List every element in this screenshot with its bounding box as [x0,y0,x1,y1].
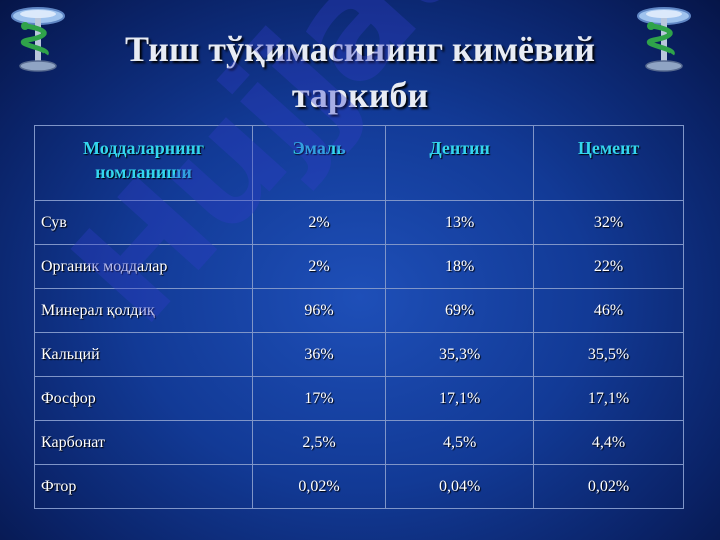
rod-of-asclepius-icon [637,7,691,72]
table-cell: 69% [385,288,535,333]
table-cell: 35,3% [385,332,535,377]
page-title: Тиш тўқимасининг кимёвий таркиби [125,29,595,115]
column-header-cement: Цемент [533,125,684,201]
table-cell: 2% [251,244,387,289]
table-cell: 4,5% [385,420,535,465]
table-cell: 18% [385,244,535,289]
row-label: Карбонат [34,420,253,465]
table-cell: 32% [533,200,684,245]
row-label: Органик моддалар [34,244,253,289]
table-row: Кальций 36% 35,3% 35,5% [34,332,684,377]
table-cell: 96% [251,288,387,333]
row-label: Кальций [34,332,253,377]
table-row: Минерал қолдиқ 96% 69% 46% [34,288,684,333]
rod-of-asclepius-icon [11,7,65,72]
column-header-enamel: Эмаль [251,125,387,201]
table-cell: 22% [533,244,684,289]
composition-table: Моддаларнинг номланиши Эмаль Дентин Цеме… [34,125,684,509]
table-cell: 17% [251,376,387,421]
table-cell: 2% [251,200,387,245]
table-row: Сув 2% 13% 32% [34,200,684,245]
table-header-row: Моддаларнинг номланиши Эмаль Дентин Цеме… [34,125,684,201]
row-label: Сув [34,200,253,245]
table-cell: 4,4% [533,420,684,465]
table-cell: 0,04% [385,464,535,509]
table-cell: 46% [533,288,684,333]
table-cell: 17,1% [385,376,535,421]
table-cell: 36% [251,332,387,377]
table-cell: 35,5% [533,332,684,377]
table-cell: 13% [385,200,535,245]
table-row: Органик моддалар 2% 18% 22% [34,244,684,289]
column-header-dentin: Дентин [385,125,535,201]
table-row: Фосфор 17% 17,1% 17,1% [34,376,684,421]
table-row: Фтор 0,02% 0,04% 0,02% [34,464,684,509]
table-cell: 2,5% [251,420,387,465]
column-header-substance: Моддаларнинг номланиши [34,125,253,201]
table-cell: 0,02% [251,464,387,509]
table-cell: 0,02% [533,464,684,509]
row-label: Минерал қолдиқ [34,288,253,333]
table-cell: 17,1% [533,376,684,421]
table-row: Карбонат 2,5% 4,5% 4,4% [34,420,684,465]
row-label: Фосфор [34,376,253,421]
row-label: Фтор [34,464,253,509]
